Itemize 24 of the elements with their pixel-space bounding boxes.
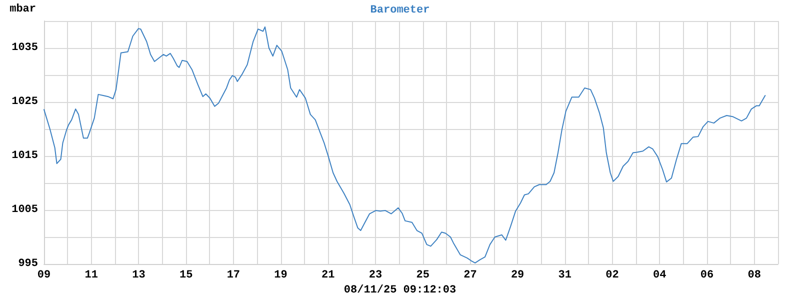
x-tick-label: 02 bbox=[606, 270, 619, 282]
x-tick-label: 13 bbox=[132, 270, 146, 282]
y-tick-label: 1035 bbox=[12, 42, 38, 54]
x-tick-label: 21 bbox=[322, 270, 336, 282]
text: 08/11/25 09:12:03 bbox=[344, 284, 457, 296]
x-tick-label: 27 bbox=[464, 270, 477, 282]
x-tick-label: 06 bbox=[700, 270, 714, 282]
x-tick-label: 09 bbox=[37, 270, 51, 282]
y-tick-label: 1025 bbox=[12, 96, 38, 108]
x-tick-label: 19 bbox=[274, 270, 288, 282]
x-tick-label: 25 bbox=[416, 270, 430, 282]
chart-title: Barometer bbox=[370, 4, 430, 16]
y-tick-label: 1005 bbox=[12, 204, 38, 216]
x-tick-label: 17 bbox=[226, 270, 240, 282]
x-tick-label: 08 bbox=[748, 270, 762, 282]
x-tick-label: 04 bbox=[653, 270, 667, 282]
y-axis-title: mbar bbox=[10, 4, 36, 16]
x-tick-label: 29 bbox=[510, 270, 524, 282]
x-tick-label: 31 bbox=[558, 270, 572, 282]
x-tick-label: 15 bbox=[179, 270, 194, 282]
x-tick-label: 23 bbox=[368, 270, 382, 282]
x-tick-label: 11 bbox=[84, 270, 98, 282]
y-tick-label: 1015 bbox=[12, 150, 38, 162]
y-tick-label: 995 bbox=[18, 258, 38, 270]
